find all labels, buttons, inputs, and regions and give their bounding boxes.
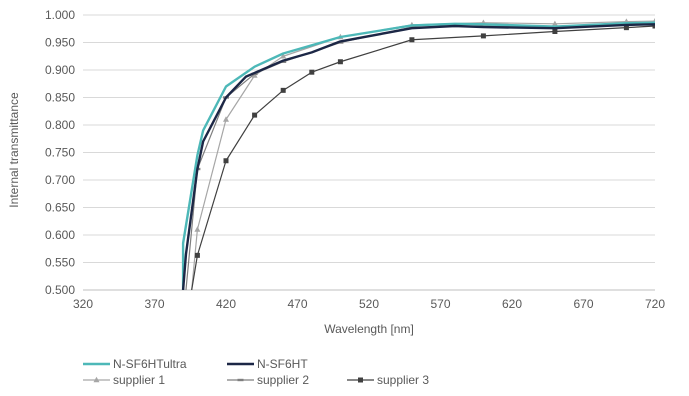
series-supplier-1 [191, 17, 655, 290]
series-n-sf6ht [181, 23, 655, 290]
legend-label: supplier 1 [113, 373, 165, 387]
data-point [652, 23, 655, 29]
series-line [181, 21, 655, 290]
legend-label: N-SF6HTultra [113, 357, 187, 371]
legend-item: N-SF6HT [227, 357, 308, 371]
legend: N-SF6HTultra N-SF6HT supplier 1 supplier 2 s… [83, 357, 429, 387]
data-point [237, 378, 244, 382]
series [181, 17, 655, 290]
grid [83, 14, 655, 263]
x-tick-label: 420 [216, 297, 236, 311]
series-supplier-2 [185, 22, 655, 290]
legend-item: supplier 1 [83, 373, 165, 387]
data-point [358, 377, 363, 383]
legend-item: supplier 2 [227, 373, 309, 387]
data-point [551, 20, 558, 26]
y-tick-label: 0.900 [45, 63, 75, 77]
series-line [191, 25, 655, 290]
series-line [191, 20, 655, 290]
y-tick-label: 0.600 [45, 228, 75, 242]
y-tick-label: 0.800 [45, 118, 75, 132]
x-tick-label: 470 [287, 297, 307, 311]
y-tick-label: 0.550 [45, 256, 75, 270]
data-point [252, 112, 258, 118]
x-tick-label: 570 [430, 297, 450, 311]
y-tick-label: 0.750 [45, 146, 75, 160]
data-point [280, 87, 286, 93]
data-point [409, 37, 415, 43]
y-tick-label: 1.000 [45, 8, 75, 22]
series-supplier-3 [191, 23, 655, 290]
y-axis-title: Internal transmittance [7, 92, 21, 208]
x-tick-label: 720 [645, 297, 665, 311]
y-tick-label: 0.700 [45, 173, 75, 187]
legend-label: supplier 2 [257, 373, 309, 387]
y-tick-label: 0.950 [45, 36, 75, 50]
y-tick-label: 0.850 [45, 91, 75, 105]
x-tick-label: 320 [73, 297, 93, 311]
y-tick-label: 0.500 [45, 283, 75, 297]
x-tick-label: 370 [144, 297, 164, 311]
x-axis-title: Wavelength [nm] [324, 322, 414, 336]
data-point [337, 59, 343, 65]
data-point [309, 69, 315, 75]
x-tick-label: 620 [502, 297, 522, 311]
x-tick-label: 520 [359, 297, 379, 311]
series-line [185, 23, 655, 290]
data-point [280, 53, 287, 59]
legend-item: N-SF6HTultra [83, 357, 187, 371]
data-point [93, 376, 100, 383]
legend-label: supplier 3 [377, 373, 429, 387]
data-point [223, 158, 229, 164]
legend-label: N-SF6HT [257, 357, 308, 371]
data-point [623, 25, 629, 31]
series-line [181, 23, 655, 290]
data-point [194, 252, 200, 258]
x-tick-label: 670 [573, 297, 593, 311]
data-point [223, 116, 229, 122]
series-n-sf6htultra [181, 21, 655, 290]
axes: 0.500 0.550 0.600 0.650 0.700 0.750 0.800 0.850… [45, 8, 665, 311]
data-point [552, 29, 558, 34]
legend-item: supplier 3 [347, 373, 429, 387]
data-point [194, 226, 201, 232]
y-tick-label: 0.650 [45, 201, 75, 215]
data-point [480, 33, 486, 39]
